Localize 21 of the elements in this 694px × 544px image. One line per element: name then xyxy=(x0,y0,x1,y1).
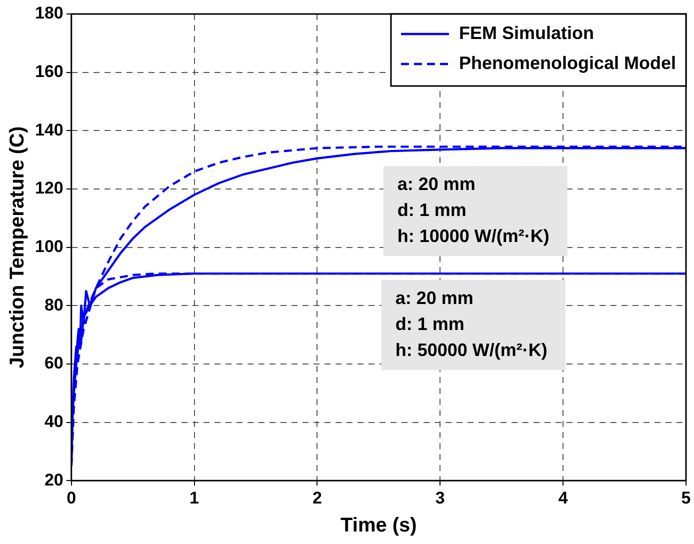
y-tick-label: 60 xyxy=(44,354,64,373)
y-tick-label: 160 xyxy=(34,62,64,82)
y-tick-label: 100 xyxy=(34,236,64,256)
legend-label: FEM Simulation xyxy=(458,22,594,43)
x-tick-label: 2 xyxy=(312,488,322,508)
y-tick-label: 140 xyxy=(34,120,64,140)
x-tick-label: 0 xyxy=(66,488,76,508)
x-tick-label: 1 xyxy=(190,488,200,508)
x-axis-title: Time (s) xyxy=(340,514,417,537)
y-axis-title: Junction Temperature (C) xyxy=(6,126,29,368)
legend-label: Phenomenological Model xyxy=(458,52,676,73)
y-tick-label: 20 xyxy=(44,470,64,490)
x-tick-label: 3 xyxy=(435,488,445,508)
y-tick-label: 120 xyxy=(34,178,64,198)
annotation: a: 20 mm d: 1 mm h: 50000 W/(m²·K) xyxy=(395,288,548,360)
y-tick-label: 40 xyxy=(44,412,64,431)
y-tick-label: 80 xyxy=(44,295,64,314)
y-tick-label: 180 xyxy=(34,4,64,23)
annotation: a: 20 mm d: 1 mm h: 10000 W/(m²·K) xyxy=(397,174,550,246)
x-tick-label: 4 xyxy=(558,488,568,508)
x-tick-label: 5 xyxy=(681,488,691,508)
